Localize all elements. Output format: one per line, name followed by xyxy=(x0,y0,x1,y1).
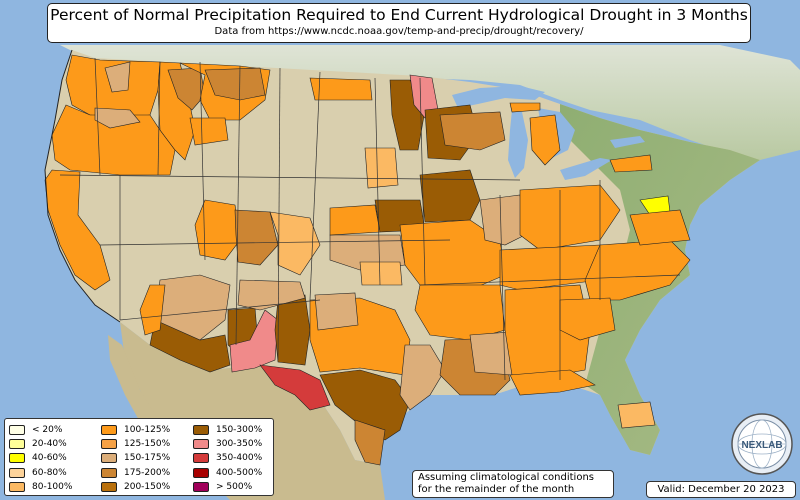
legend-swatch xyxy=(193,439,209,450)
region-texas-red xyxy=(259,364,331,411)
legend-swatch xyxy=(193,453,209,464)
legend-swatch xyxy=(9,439,25,450)
legend-label: 60-80% xyxy=(32,467,67,478)
legend-label: 125-150% xyxy=(124,439,171,450)
coastline xyxy=(44,49,121,323)
region-dakota-light xyxy=(364,147,399,189)
region-nm-brown-east xyxy=(274,294,311,366)
legend-label: 100-125% xyxy=(124,425,171,436)
legend-item: 60-80% xyxy=(9,466,72,480)
legend-item: 40-60% xyxy=(9,451,72,465)
region-arkansas xyxy=(414,284,506,341)
region-wash-tan xyxy=(104,61,131,93)
region-colorado-east xyxy=(269,211,321,276)
legend: < 20% 20-40% 40-60% 60-80% 80-100% 100-125% 1… xyxy=(4,418,274,496)
legend-item: 300-350% xyxy=(193,437,262,451)
legend-swatch xyxy=(101,453,117,464)
lake-erie xyxy=(560,158,612,180)
valid-date: Valid: December 20 2023 xyxy=(646,481,796,498)
legend-swatch xyxy=(193,467,209,478)
legend-item: 150-300% xyxy=(193,423,262,437)
region-mississippi-tan xyxy=(469,331,513,376)
legend-swatch xyxy=(9,425,25,436)
region-illinois-tan xyxy=(479,194,526,246)
region-north-dakota-orange xyxy=(309,77,373,101)
legend-item: 150-175% xyxy=(101,451,170,465)
legend-swatch xyxy=(101,439,117,450)
region-upper-mi-orange xyxy=(509,102,541,113)
legend-item: 80-100% xyxy=(9,480,72,494)
legend-label: 350-400% xyxy=(216,453,263,464)
legend-label: > 500% xyxy=(216,481,253,492)
region-oregon-tan xyxy=(94,107,141,129)
legend-item: > 500% xyxy=(193,480,262,494)
legend-swatch xyxy=(193,481,209,492)
title-box: Percent of Normal Precipitation Required… xyxy=(47,3,751,43)
legend-label: 175-200% xyxy=(124,467,171,478)
data-source: Data from https://www.ncdc.noaa.gov/temp… xyxy=(214,26,584,37)
legend-label: < 20% xyxy=(32,425,63,436)
legend-item: < 20% xyxy=(9,423,72,437)
region-florida-light xyxy=(617,401,656,429)
legend-swatch xyxy=(101,467,117,478)
legend-label: 150-175% xyxy=(124,453,171,464)
legend-item: 125-150% xyxy=(101,437,170,451)
legend-label: 400-500% xyxy=(216,467,263,478)
region-pa-orange xyxy=(609,154,653,173)
region-iowa-brown xyxy=(419,169,481,223)
region-mn-tan xyxy=(439,111,506,151)
region-montana-brown xyxy=(204,67,266,101)
legend-item: 20-40% xyxy=(9,437,72,451)
lake-superior xyxy=(452,86,545,108)
legend-label: 40-60% xyxy=(32,453,67,464)
region-virginia-orange xyxy=(629,209,691,246)
region-texas-brown xyxy=(319,369,411,441)
assumption-note: Assuming climatological conditions for t… xyxy=(412,470,614,498)
legend-label: 300-350% xyxy=(216,439,263,450)
legend-column-3: 150-300% 300-350% 350-400% 400-500% > 500% xyxy=(193,423,262,494)
lake-michigan xyxy=(508,110,528,178)
region-texas-coast xyxy=(399,344,446,411)
legend-swatch xyxy=(101,425,117,436)
legend-item: 175-200% xyxy=(101,466,170,480)
region-michigan-orange xyxy=(529,114,561,166)
note-line-2: for the remainder of the month xyxy=(418,484,575,495)
nexlab-globe-logo: NEXLAB xyxy=(731,413,793,475)
legend-label: 150-300% xyxy=(216,425,263,436)
region-oklahoma-light xyxy=(359,261,403,286)
map-title: Percent of Normal Precipitation Required… xyxy=(50,6,748,24)
legend-swatch xyxy=(9,481,25,492)
legend-item: 400-500% xyxy=(193,466,262,480)
legend-swatch xyxy=(101,481,117,492)
legend-column-1: < 20% 20-40% 40-60% 60-80% 80-100% xyxy=(9,423,72,494)
legend-label: 200-150% xyxy=(124,481,171,492)
canada-land xyxy=(60,45,800,160)
legend-column-2: 100-125% 125-150% 150-175% 175-200% 200-150% xyxy=(101,423,170,494)
region-texas-south xyxy=(354,419,386,466)
lake-ontario xyxy=(610,136,645,148)
note-line-1: Assuming climatological conditions xyxy=(418,472,594,483)
region-kansas-orange xyxy=(329,204,381,236)
legend-swatch xyxy=(193,425,209,436)
region-arizona-orange xyxy=(139,284,166,336)
region-arizona-brown xyxy=(149,319,231,373)
legend-item: 350-400% xyxy=(193,451,262,465)
legend-item: 100-125% xyxy=(101,423,170,437)
legend-label: 80-100% xyxy=(32,481,73,492)
logo-text: NEXLAB xyxy=(741,440,782,451)
region-utah-orange xyxy=(194,199,241,261)
state-borders xyxy=(59,57,681,381)
legend-item: 200-150% xyxy=(101,480,170,494)
region-texas-tan xyxy=(314,292,359,331)
legend-swatch xyxy=(9,467,25,478)
region-carolinas xyxy=(584,239,691,301)
region-wyoming-orange xyxy=(189,117,229,146)
legend-label: 20-40% xyxy=(32,439,67,450)
legend-swatch xyxy=(9,453,25,464)
